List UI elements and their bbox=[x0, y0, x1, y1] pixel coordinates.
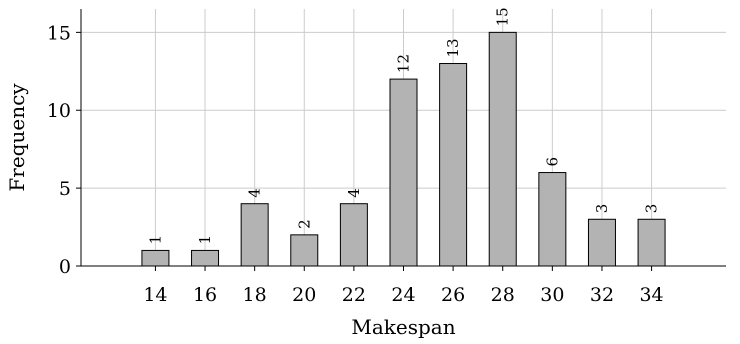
bar bbox=[488, 31, 517, 267]
bar bbox=[538, 172, 567, 267]
x-tick-label: 26 bbox=[441, 284, 465, 306]
bar-value-label: 3 bbox=[593, 204, 611, 214]
x-tick-label: 18 bbox=[243, 284, 267, 306]
y-tick-label: 10 bbox=[47, 100, 71, 122]
axes bbox=[76, 9, 726, 271]
x-tick-label: 34 bbox=[639, 284, 663, 306]
bar bbox=[637, 218, 666, 267]
y-tick-label: 0 bbox=[59, 256, 71, 278]
bar bbox=[141, 249, 170, 267]
y-tick-label: 5 bbox=[59, 178, 71, 200]
bar-value-label: 12 bbox=[395, 54, 413, 73]
x-tick-label: 22 bbox=[342, 284, 366, 306]
bar bbox=[339, 203, 368, 267]
x-tick-label: 16 bbox=[193, 284, 217, 306]
bars bbox=[141, 31, 666, 267]
bar bbox=[191, 249, 220, 267]
bar bbox=[240, 203, 269, 267]
bar-value-label: 1 bbox=[196, 235, 214, 245]
bar-value-label: 6 bbox=[543, 157, 561, 167]
x-tick-label: 20 bbox=[292, 284, 316, 306]
x-tick-label: 14 bbox=[143, 284, 167, 306]
x-tick-label: 24 bbox=[391, 284, 415, 306]
bar bbox=[439, 63, 468, 267]
bar-value-label: 2 bbox=[295, 219, 313, 229]
bar-value-label: 4 bbox=[246, 188, 264, 198]
bar bbox=[389, 78, 418, 267]
x-axis-label: Makespan bbox=[351, 315, 455, 339]
bar-value-label: 4 bbox=[345, 188, 363, 198]
bar-value-label: 1 bbox=[146, 235, 164, 245]
x-tick-label: 30 bbox=[540, 284, 564, 306]
bar bbox=[587, 218, 616, 267]
y-axis-label: Frequency bbox=[5, 83, 29, 192]
x-tick-label: 32 bbox=[590, 284, 614, 306]
bar-value-label: 15 bbox=[494, 7, 512, 26]
y-tick-label: 15 bbox=[47, 22, 71, 44]
bar-value-label: 3 bbox=[643, 204, 661, 214]
bar-value-label: 13 bbox=[444, 38, 462, 57]
bar bbox=[290, 234, 319, 267]
x-tick-label: 28 bbox=[491, 284, 515, 306]
data-labels: 1 1 4 2 4 12 13 15 6 3 3 bbox=[146, 7, 660, 244]
